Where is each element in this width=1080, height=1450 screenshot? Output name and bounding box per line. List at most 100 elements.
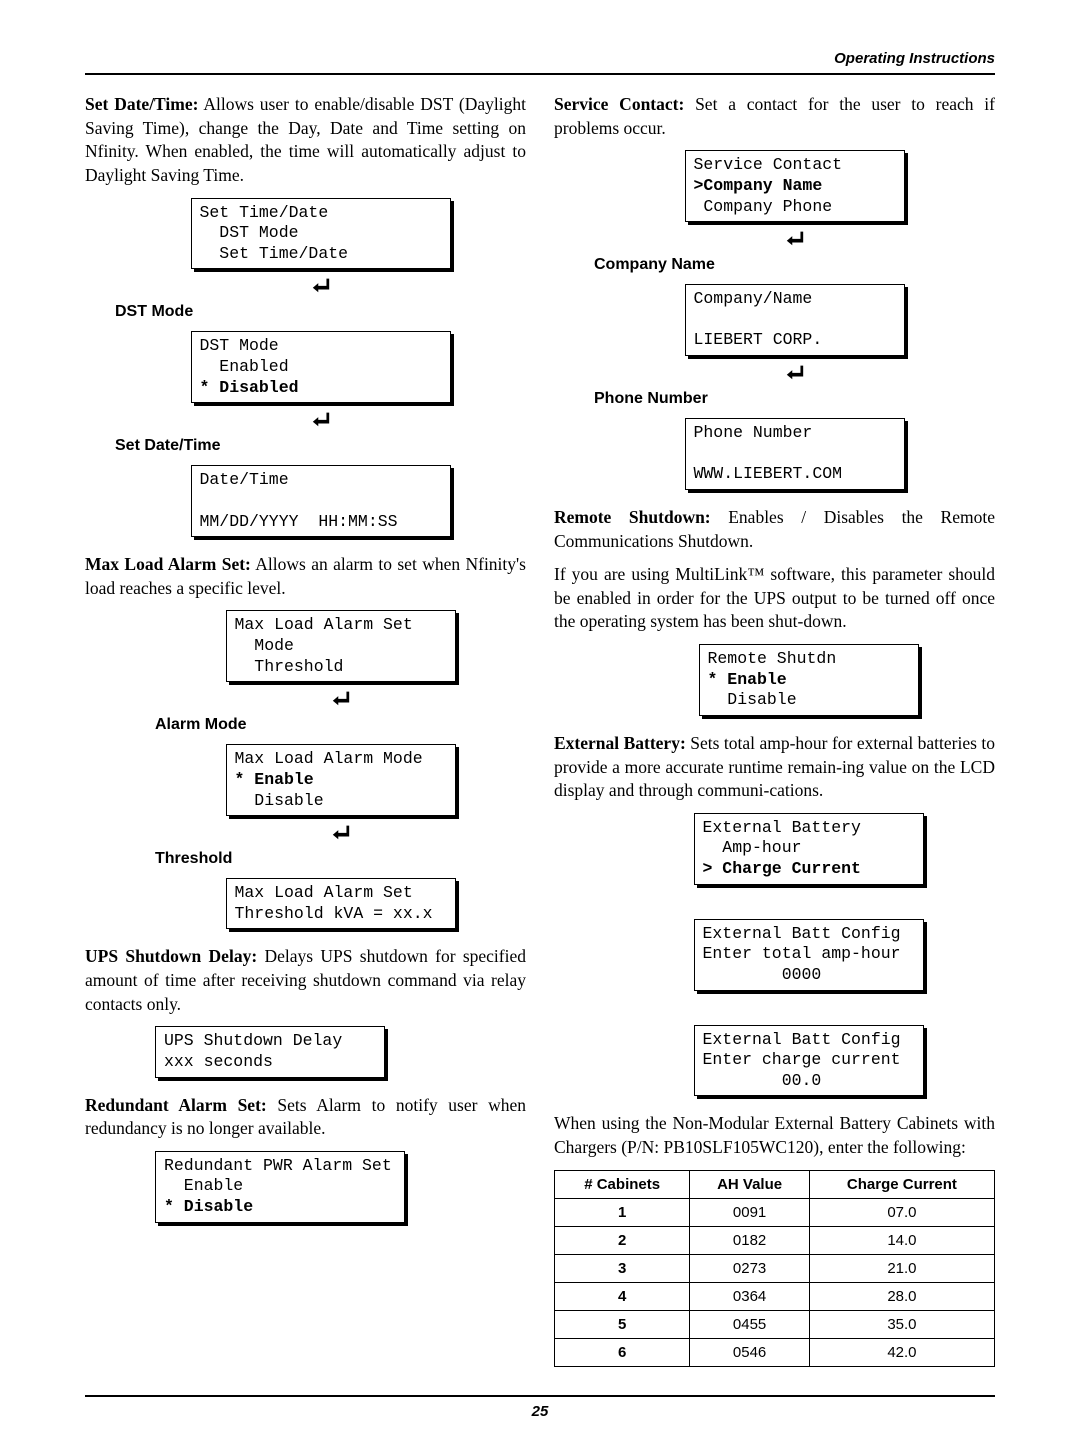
enter-arrow-icon — [115, 275, 526, 299]
lcd-group-maxload: Max Load Alarm Set Mode Threshold Alarm … — [155, 610, 526, 929]
table-row: 4036428.0 — [555, 1282, 995, 1310]
lcd-line: Enabled — [200, 357, 289, 376]
table-row: 1009107.0 — [555, 1198, 995, 1226]
table-row: 2018214.0 — [555, 1226, 995, 1254]
footer-rule — [85, 1395, 995, 1397]
bold-label: Remote Shutdown: — [554, 507, 711, 527]
table-body: 1009107.02018214.03027321.04036428.05045… — [555, 1198, 995, 1366]
lcd-line: * Disable — [164, 1197, 253, 1216]
table-cell: 0546 — [690, 1338, 810, 1366]
bold-label: Set Date/Time: — [85, 94, 198, 114]
lcd-section-label: Threshold — [155, 850, 526, 868]
table-cell: 3 — [555, 1254, 690, 1282]
lcd-section-label: DST Mode — [115, 303, 526, 321]
lcd-line: Mode — [235, 636, 294, 655]
lcd-line: External Battery — [703, 818, 861, 837]
enter-arrow-icon — [594, 228, 995, 252]
lcd-line: Enter charge current — [703, 1050, 901, 1069]
lcd-wrap: UPS Shutdown Delay xxx seconds — [155, 1026, 526, 1077]
bold-label: Redundant Alarm Set: — [85, 1095, 267, 1115]
lcd-wrap: Service Contact >Company Name Company Ph… — [594, 150, 995, 222]
lcd-wrap: External Battery Amp-hour > Charge Curre… — [622, 813, 995, 885]
lcd-line: * Enable — [708, 670, 787, 689]
lcd-wrap: Remote Shutdn * Enable Disable — [622, 644, 995, 716]
enter-arrow-icon — [155, 822, 526, 846]
table-cell: 42.0 — [809, 1338, 994, 1366]
lcd-line: External Batt Config — [703, 1030, 901, 1049]
lcd-ups-shutdown-delay: UPS Shutdown Delay xxx seconds — [155, 1026, 385, 1077]
lcd-external-battery: External Battery Amp-hour > Charge Curre… — [694, 813, 924, 885]
lcd-line — [200, 491, 210, 510]
table-cell: 0364 — [690, 1282, 810, 1310]
lcd-line: Disable — [235, 791, 324, 810]
lcd-redundant-alarm: Redundant PWR Alarm Set Enable * Disable — [155, 1151, 405, 1223]
lcd-line: 0000 — [703, 965, 822, 984]
table-cell: 21.0 — [809, 1254, 994, 1282]
lcd-line: Company Phone — [694, 197, 833, 216]
table-head: # Cabinets AH Value Charge Current — [555, 1170, 995, 1198]
page-header: Operating Instructions — [85, 50, 995, 67]
lcd-section-label: Company Name — [594, 256, 995, 274]
paragraph-external-battery: External Battery: Sets total amp-hour fo… — [554, 732, 995, 803]
table-cell: 5 — [555, 1310, 690, 1338]
paragraph-ups-shutdown-delay: UPS Shutdown Delay: Delays UPS shutdown … — [85, 945, 526, 1016]
lcd-group-service: Service Contact >Company Name Company Ph… — [594, 150, 995, 490]
paragraph-max-load-alarm: Max Load Alarm Set: Allows an alarm to s… — [85, 553, 526, 600]
lcd-line: MM/DD/YYYY HH:MM:SS — [200, 512, 398, 531]
lcd-line: UPS Shutdown Delay — [164, 1031, 342, 1050]
enter-arrow-icon — [594, 362, 995, 386]
table-cell: 35.0 — [809, 1310, 994, 1338]
bold-label: External Battery: — [554, 733, 686, 753]
lcd-wrap: Max Load Alarm Mode * Enable Disable — [155, 744, 526, 816]
battery-cabinet-table: # Cabinets AH Value Charge Current 10091… — [554, 1170, 995, 1367]
enter-arrow-icon — [155, 688, 526, 712]
lcd-line: Disable — [708, 690, 797, 709]
bold-label: Service Contact: — [554, 94, 684, 114]
table-cell: 1 — [555, 1198, 690, 1226]
table-row: 3027321.0 — [555, 1254, 995, 1282]
lcd-wrap: Max Load Alarm Set Threshold kVA = xx.x — [155, 878, 526, 929]
table-cell: 0455 — [690, 1310, 810, 1338]
table-cell: 2 — [555, 1226, 690, 1254]
lcd-wrap: Max Load Alarm Set Mode Threshold — [155, 610, 526, 682]
two-column-layout: Set Date/Time: Allows user to enable/dis… — [85, 93, 995, 1367]
lcd-remote-shutdown: Remote Shutdn * Enable Disable — [699, 644, 919, 716]
paragraph-service-contact: Service Contact: Set a contact for the u… — [554, 93, 995, 140]
lcd-line: Set Time/Date — [200, 203, 329, 222]
lcd-line: Set Time/Date — [200, 244, 349, 263]
lcd-line: Enable — [164, 1176, 243, 1195]
lcd-set-timedate: Set Time/Date DST Mode Set Time/Date — [191, 198, 451, 270]
paragraph-redundant-alarm: Redundant Alarm Set: Sets Alarm to notif… — [85, 1094, 526, 1141]
lcd-line: * Disabled — [200, 378, 299, 397]
lcd-phone-number: Phone Number WWW.LIEBERT.COM — [685, 418, 905, 490]
lcd-wrap: Company/Name LIEBERT CORP. — [594, 284, 995, 356]
left-column: Set Date/Time: Allows user to enable/dis… — [85, 93, 526, 1367]
lcd-dst-mode: DST Mode Enabled * Disabled — [191, 331, 451, 403]
table-cell: 0273 — [690, 1254, 810, 1282]
lcd-line: DST Mode — [200, 223, 299, 242]
lcd-section-label: Set Date/Time — [115, 437, 526, 455]
table-row: 6054642.0 — [555, 1338, 995, 1366]
table-header-row: # Cabinets AH Value Charge Current — [555, 1170, 995, 1198]
table-cell: 0182 — [690, 1226, 810, 1254]
lcd-group-datetime: Set Time/Date DST Mode Set Time/Date DST… — [115, 198, 526, 538]
lcd-alarm-mode: Max Load Alarm Mode * Enable Disable — [226, 744, 456, 816]
lcd-section-label: Alarm Mode — [155, 716, 526, 734]
lcd-line: Max Load Alarm Mode — [235, 749, 423, 768]
lcd-line: Service Contact — [694, 155, 843, 174]
battery-table-wrap: # Cabinets AH Value Charge Current 10091… — [554, 1170, 995, 1367]
lcd-wrap: Set Time/Date DST Mode Set Time/Date — [115, 198, 526, 270]
lcd-wrap: DST Mode Enabled * Disabled — [115, 331, 526, 403]
table-cell: 14.0 — [809, 1226, 994, 1254]
table-cell: 6 — [555, 1338, 690, 1366]
table-cell: 28.0 — [809, 1282, 994, 1310]
lcd-line: > Charge Current — [703, 859, 861, 878]
spacer — [554, 997, 995, 1015]
paragraph-multilink: If you are using MultiLink™ software, th… — [554, 563, 995, 634]
lcd-line: * Enable — [235, 770, 314, 789]
lcd-line: Max Load Alarm Set — [235, 883, 413, 902]
lcd-line — [694, 444, 704, 463]
lcd-line: 00.0 — [703, 1071, 822, 1090]
col-ah-value: AH Value — [690, 1170, 810, 1198]
lcd-line: External Batt Config — [703, 924, 901, 943]
